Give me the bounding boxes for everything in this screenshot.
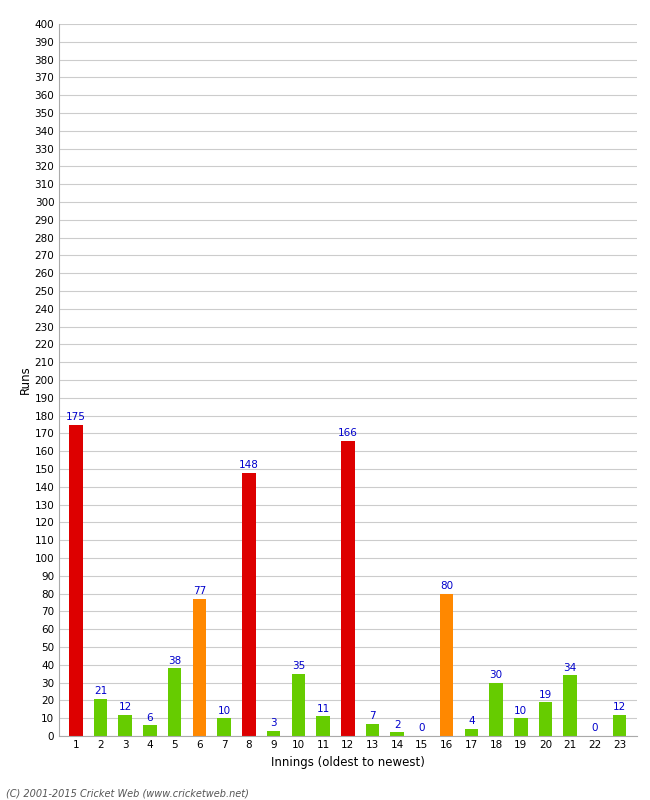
Text: 11: 11 [317, 704, 330, 714]
Bar [341, 441, 354, 736]
Text: 0: 0 [592, 723, 598, 734]
Text: 3: 3 [270, 718, 277, 728]
Text: 38: 38 [168, 656, 181, 666]
Text: 0: 0 [419, 723, 425, 734]
Bar [366, 723, 379, 736]
Text: 80: 80 [440, 581, 453, 591]
Text: (C) 2001-2015 Cricket Web (www.cricketweb.net): (C) 2001-2015 Cricket Web (www.cricketwe… [6, 788, 250, 798]
Text: 12: 12 [118, 702, 132, 712]
Bar [613, 714, 627, 736]
Text: 30: 30 [489, 670, 502, 680]
Bar [291, 674, 305, 736]
Text: 175: 175 [66, 412, 86, 422]
Text: 2: 2 [394, 720, 400, 730]
Bar [391, 733, 404, 736]
Text: 34: 34 [564, 663, 577, 673]
Bar [143, 726, 157, 736]
Y-axis label: Runs: Runs [19, 366, 32, 394]
Text: 6: 6 [147, 713, 153, 722]
Bar [266, 730, 280, 736]
Text: 12: 12 [613, 702, 627, 712]
Bar [440, 594, 454, 736]
Text: 77: 77 [193, 586, 206, 596]
Bar [539, 702, 552, 736]
Bar [514, 718, 528, 736]
Text: 19: 19 [539, 690, 552, 699]
Bar [94, 698, 107, 736]
Bar [465, 729, 478, 736]
Text: 10: 10 [218, 706, 231, 715]
Text: 10: 10 [514, 706, 527, 715]
Bar [192, 599, 206, 736]
X-axis label: Innings (oldest to newest): Innings (oldest to newest) [271, 756, 424, 769]
Text: 35: 35 [292, 661, 305, 671]
Bar [242, 473, 255, 736]
Text: 21: 21 [94, 686, 107, 696]
Bar [69, 425, 83, 736]
Text: 166: 166 [338, 428, 358, 438]
Bar [564, 675, 577, 736]
Bar [118, 714, 132, 736]
Bar [489, 682, 503, 736]
Text: 7: 7 [369, 711, 376, 721]
Bar [217, 718, 231, 736]
Bar [317, 717, 330, 736]
Bar [168, 668, 181, 736]
Text: 4: 4 [468, 716, 474, 726]
Text: 148: 148 [239, 460, 259, 470]
